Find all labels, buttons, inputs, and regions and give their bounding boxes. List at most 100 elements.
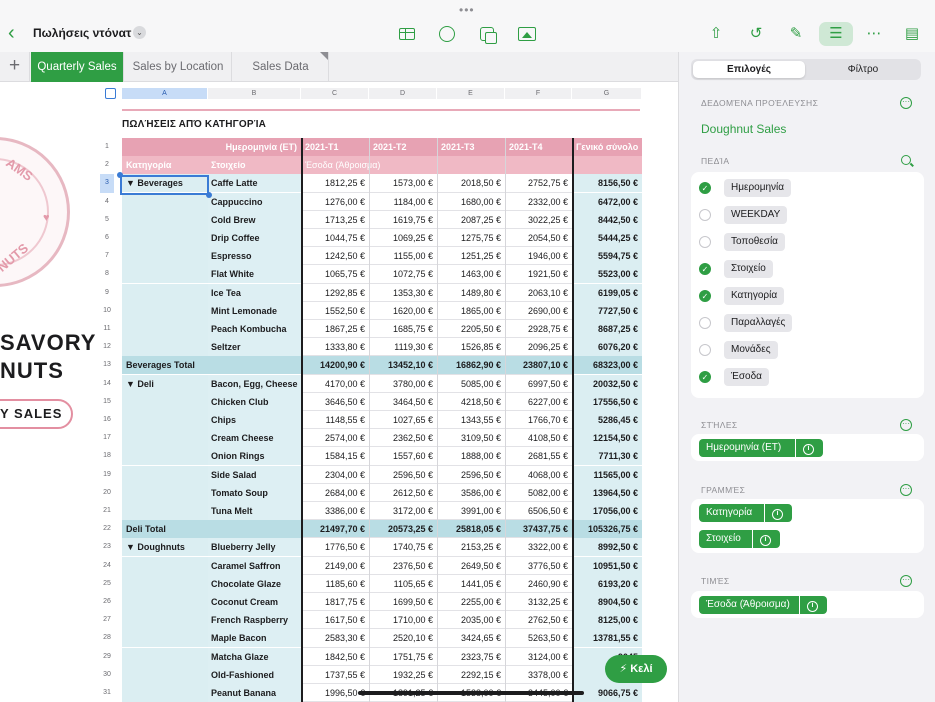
column-info-icon[interactable]: i bbox=[795, 439, 821, 457]
value-cell[interactable]: 5082,00 € bbox=[527, 487, 568, 498]
document-setup-icon[interactable]: ▤ bbox=[904, 25, 920, 42]
total-label-cell[interactable]: Deli Total bbox=[122, 520, 301, 539]
unchecked-circle-icon[interactable] bbox=[699, 236, 711, 248]
value-cell[interactable]: 2583,30 € bbox=[324, 633, 365, 644]
grand-total-cell[interactable]: 6199,05 € bbox=[572, 283, 642, 302]
unchecked-circle-icon[interactable] bbox=[699, 344, 711, 356]
table-icon[interactable] bbox=[396, 24, 418, 44]
category-cell[interactable] bbox=[122, 684, 208, 702]
table-title[interactable]: ΠΩΛΉΣΕΙΣ ΑΠΌ ΚΑΤΗΓΟΡΊΑ bbox=[122, 119, 267, 130]
tab-sales-data[interactable]: Sales Data bbox=[233, 52, 329, 82]
field-chip[interactable]: Τοποθεσία bbox=[724, 233, 785, 251]
category-cell[interactable] bbox=[122, 411, 208, 429]
value-cell[interactable]: 4218,50 € bbox=[460, 396, 501, 407]
item-cell[interactable]: Flat White bbox=[208, 265, 301, 284]
value-cell[interactable]: 1865,00 € bbox=[460, 305, 501, 316]
column-header-f[interactable]: F bbox=[505, 88, 572, 99]
value-cell[interactable]: 2063,10 € bbox=[527, 287, 568, 298]
row-number[interactable]: 8 bbox=[105, 270, 109, 278]
value-cell[interactable]: 1776,50 € bbox=[324, 542, 365, 553]
value-cell[interactable]: 4108,50 € bbox=[527, 433, 568, 444]
item-cell[interactable]: Seltzer bbox=[208, 338, 301, 357]
value-cell[interactable]: 1333,80 € bbox=[324, 342, 365, 353]
value-cell[interactable]: 3780,00 € bbox=[392, 378, 433, 389]
value-cell[interactable]: 1552,50 € bbox=[324, 305, 365, 316]
media-icon[interactable] bbox=[516, 24, 538, 44]
value-cell[interactable]: 1713,25 € bbox=[324, 214, 365, 225]
value-cell[interactable]: 2681,55 € bbox=[527, 451, 568, 462]
category-cell[interactable] bbox=[122, 229, 208, 247]
grand-total-cell[interactable]: 8125,00 € bbox=[572, 611, 642, 630]
grand-total-cell[interactable]: 8156,50 € bbox=[572, 174, 642, 193]
row-chip-category[interactable]: Κατηγορία i bbox=[699, 504, 792, 522]
item-cell[interactable]: Blueberry Jelly bbox=[208, 538, 301, 557]
grand-total-cell[interactable]: 17056,00 € bbox=[572, 502, 642, 520]
grand-total-cell[interactable]: 20032,50 € bbox=[572, 374, 642, 393]
category-cell[interactable]: ▼ Beverages bbox=[122, 174, 208, 193]
logo-image[interactable]: AMS NUTS ♥ bbox=[0, 137, 70, 287]
row-number[interactable]: 23 bbox=[103, 543, 111, 551]
value-cell[interactable]: 3124,00 € bbox=[527, 651, 568, 662]
grand-total-cell[interactable]: 105326,75 € bbox=[572, 520, 642, 539]
category-cell[interactable] bbox=[122, 301, 208, 320]
grand-total-cell[interactable]: 17556,50 € bbox=[572, 392, 642, 411]
value-cell[interactable]: 3022,25 € bbox=[527, 214, 568, 225]
row-category-info-icon[interactable]: i bbox=[764, 504, 790, 522]
grand-total-cell[interactable]: 68323,00 € bbox=[572, 356, 642, 375]
grand-total-cell[interactable]: 6193,20 € bbox=[572, 574, 642, 593]
item-cell[interactable]: Espresso bbox=[208, 247, 301, 266]
item-cell[interactable]: Chicken Club bbox=[208, 392, 301, 411]
value-cell[interactable]: 2752,75 € bbox=[527, 178, 568, 189]
total-value-cell[interactable]: 37437,75 € bbox=[505, 520, 572, 539]
value-cell[interactable]: 2376,50 € bbox=[392, 560, 433, 571]
segment-options[interactable]: Επιλογές bbox=[693, 61, 805, 78]
grand-total-cell[interactable]: 5523,00 € bbox=[572, 265, 642, 284]
row-number[interactable]: 6 bbox=[105, 234, 109, 241]
field-row[interactable]: Μονάδες bbox=[699, 340, 909, 362]
value-cell[interactable]: 4068,00 € bbox=[527, 469, 568, 480]
row-item-info-icon[interactable]: i bbox=[752, 530, 778, 548]
field-row[interactable]: ✓ Ημερομηνία bbox=[699, 178, 909, 200]
field-row[interactable]: Τοποθεσία bbox=[699, 232, 909, 254]
grand-total-cell[interactable]: 5286,45 € bbox=[572, 411, 642, 429]
value-cell[interactable]: 1699,50 € bbox=[392, 597, 433, 607]
more-icon[interactable]: ⋯ bbox=[866, 25, 882, 42]
item-cell[interactable]: Onion Rings bbox=[208, 447, 301, 466]
shapes-icon[interactable] bbox=[476, 24, 498, 45]
row-number[interactable]: 15 bbox=[103, 397, 111, 405]
document-title[interactable]: Πωλήσεις ντόνατ bbox=[33, 26, 132, 40]
value-cell[interactable]: 1276,00 € bbox=[324, 196, 365, 207]
category-cell[interactable] bbox=[122, 574, 208, 593]
item-cell[interactable]: Maple Bacon bbox=[208, 629, 301, 648]
field-row[interactable]: ✓ Κατηγορία bbox=[699, 286, 909, 308]
row-number[interactable]: 31 bbox=[103, 689, 111, 696]
row-number[interactable]: 27 bbox=[103, 616, 111, 624]
row-number[interactable]: 3 bbox=[100, 174, 114, 193]
value-cell[interactable]: 1740,75 € bbox=[392, 542, 433, 553]
row-number[interactable]: 28 bbox=[103, 634, 111, 642]
item-cell[interactable]: Chocolate Glaze bbox=[208, 574, 301, 593]
field-row[interactable]: Παραλλαγές bbox=[699, 313, 909, 335]
field-chip[interactable]: Έσοδα bbox=[724, 368, 769, 386]
multitasking-grabber-icon[interactable]: ••• bbox=[459, 3, 475, 17]
grand-total-cell[interactable]: 10951,50 € bbox=[572, 556, 642, 575]
value-info-icon[interactable]: i bbox=[799, 596, 825, 614]
value-cell[interactable]: 3386,00 € bbox=[324, 506, 365, 516]
grand-total-cell[interactable]: 5444,25 € bbox=[572, 229, 642, 247]
value-cell[interactable]: 2096,25 € bbox=[527, 342, 568, 353]
value-cell[interactable]: 1441,05 € bbox=[460, 578, 501, 589]
value-cell[interactable]: 2574,00 € bbox=[324, 433, 365, 444]
values-more-icon[interactable]: ··· bbox=[900, 575, 912, 587]
grand-total-cell[interactable]: 5594,75 € bbox=[572, 247, 642, 266]
item-cell[interactable]: Matcha Glaze bbox=[208, 647, 301, 666]
column-header-b[interactable]: B bbox=[208, 88, 301, 99]
grand-total-cell[interactable]: 13781,55 € bbox=[572, 629, 642, 648]
category-cell[interactable] bbox=[122, 210, 208, 229]
header-quarter[interactable]: 2021-Τ1 bbox=[301, 138, 369, 156]
value-cell[interactable]: 1617,50 € bbox=[324, 615, 365, 626]
value-cell[interactable]: 2684,00 € bbox=[324, 487, 365, 498]
row-number[interactable]: 5 bbox=[105, 215, 109, 223]
value-cell[interactable]: 2612,50 € bbox=[392, 487, 433, 498]
column-header-c[interactable]: C bbox=[301, 88, 369, 99]
category-cell[interactable] bbox=[122, 320, 208, 338]
